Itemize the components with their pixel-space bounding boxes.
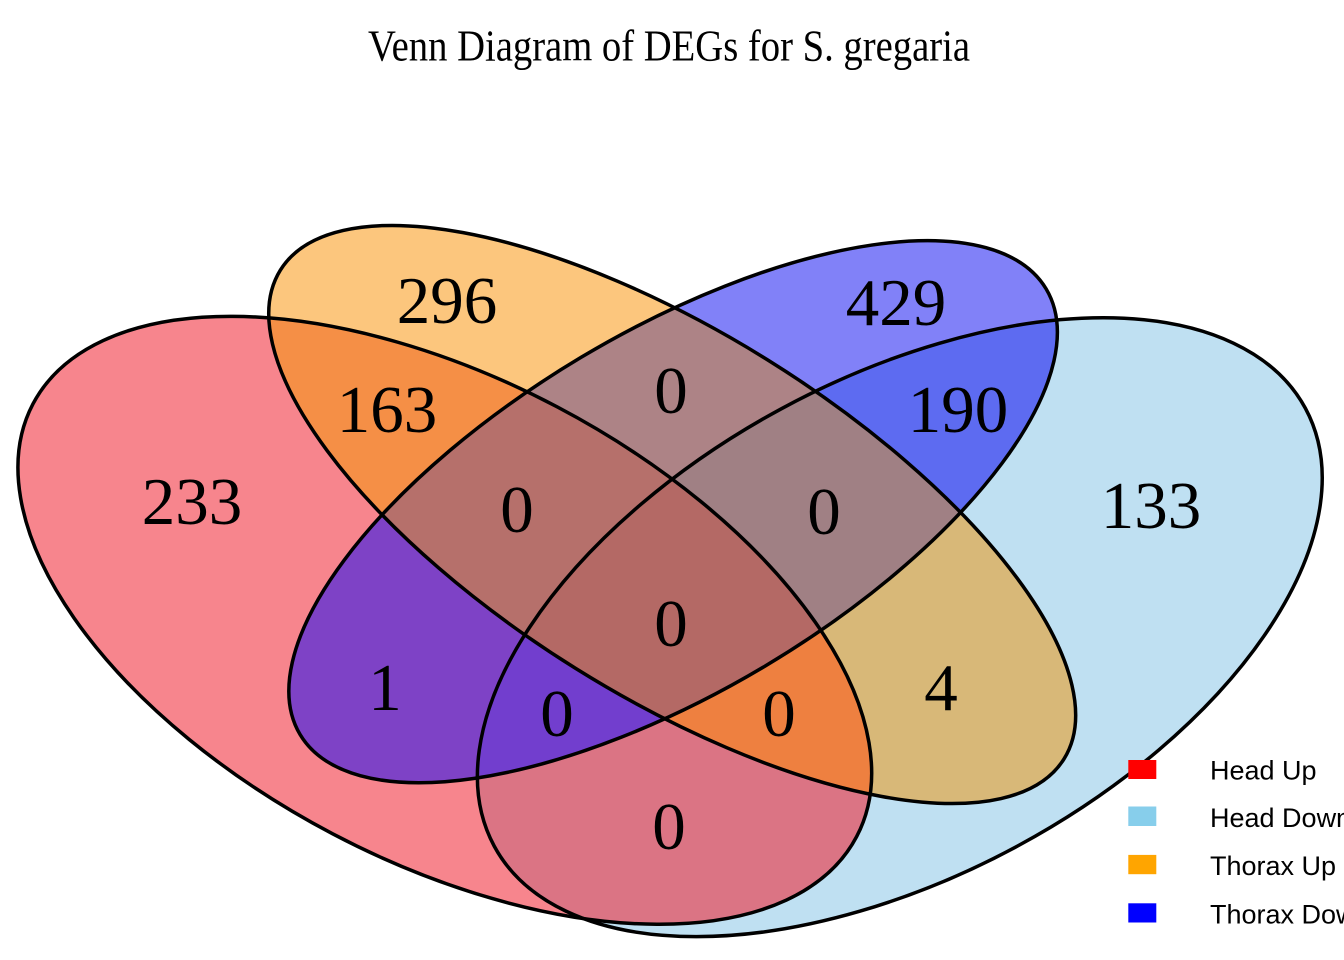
svg-text:Venn Diagram of DEGs for S. gr: Venn Diagram of DEGs for S. gregaria: [368, 22, 970, 71]
svg-text:Head Up: Head Up: [1210, 756, 1317, 786]
svg-text:429: 429: [846, 266, 947, 340]
svg-text:0: 0: [654, 354, 688, 428]
svg-text:0: 0: [652, 790, 686, 864]
svg-text:0: 0: [807, 475, 841, 549]
svg-text:0: 0: [762, 677, 796, 751]
svg-text:Thorax Down: Thorax Down: [1210, 900, 1344, 930]
svg-text:0: 0: [540, 677, 574, 751]
svg-text:296: 296: [397, 264, 498, 338]
svg-text:Head Down: Head Down: [1210, 803, 1344, 833]
svg-text:190: 190: [908, 373, 1009, 447]
svg-text:0: 0: [654, 587, 688, 661]
svg-text:Thorax Up: Thorax Up: [1210, 851, 1336, 881]
svg-text:4: 4: [924, 651, 958, 725]
svg-text:163: 163: [337, 373, 438, 447]
svg-text:1: 1: [368, 651, 402, 725]
svg-text:233: 233: [142, 465, 243, 539]
svg-text:133: 133: [1101, 469, 1202, 543]
svg-text:0: 0: [500, 473, 534, 547]
